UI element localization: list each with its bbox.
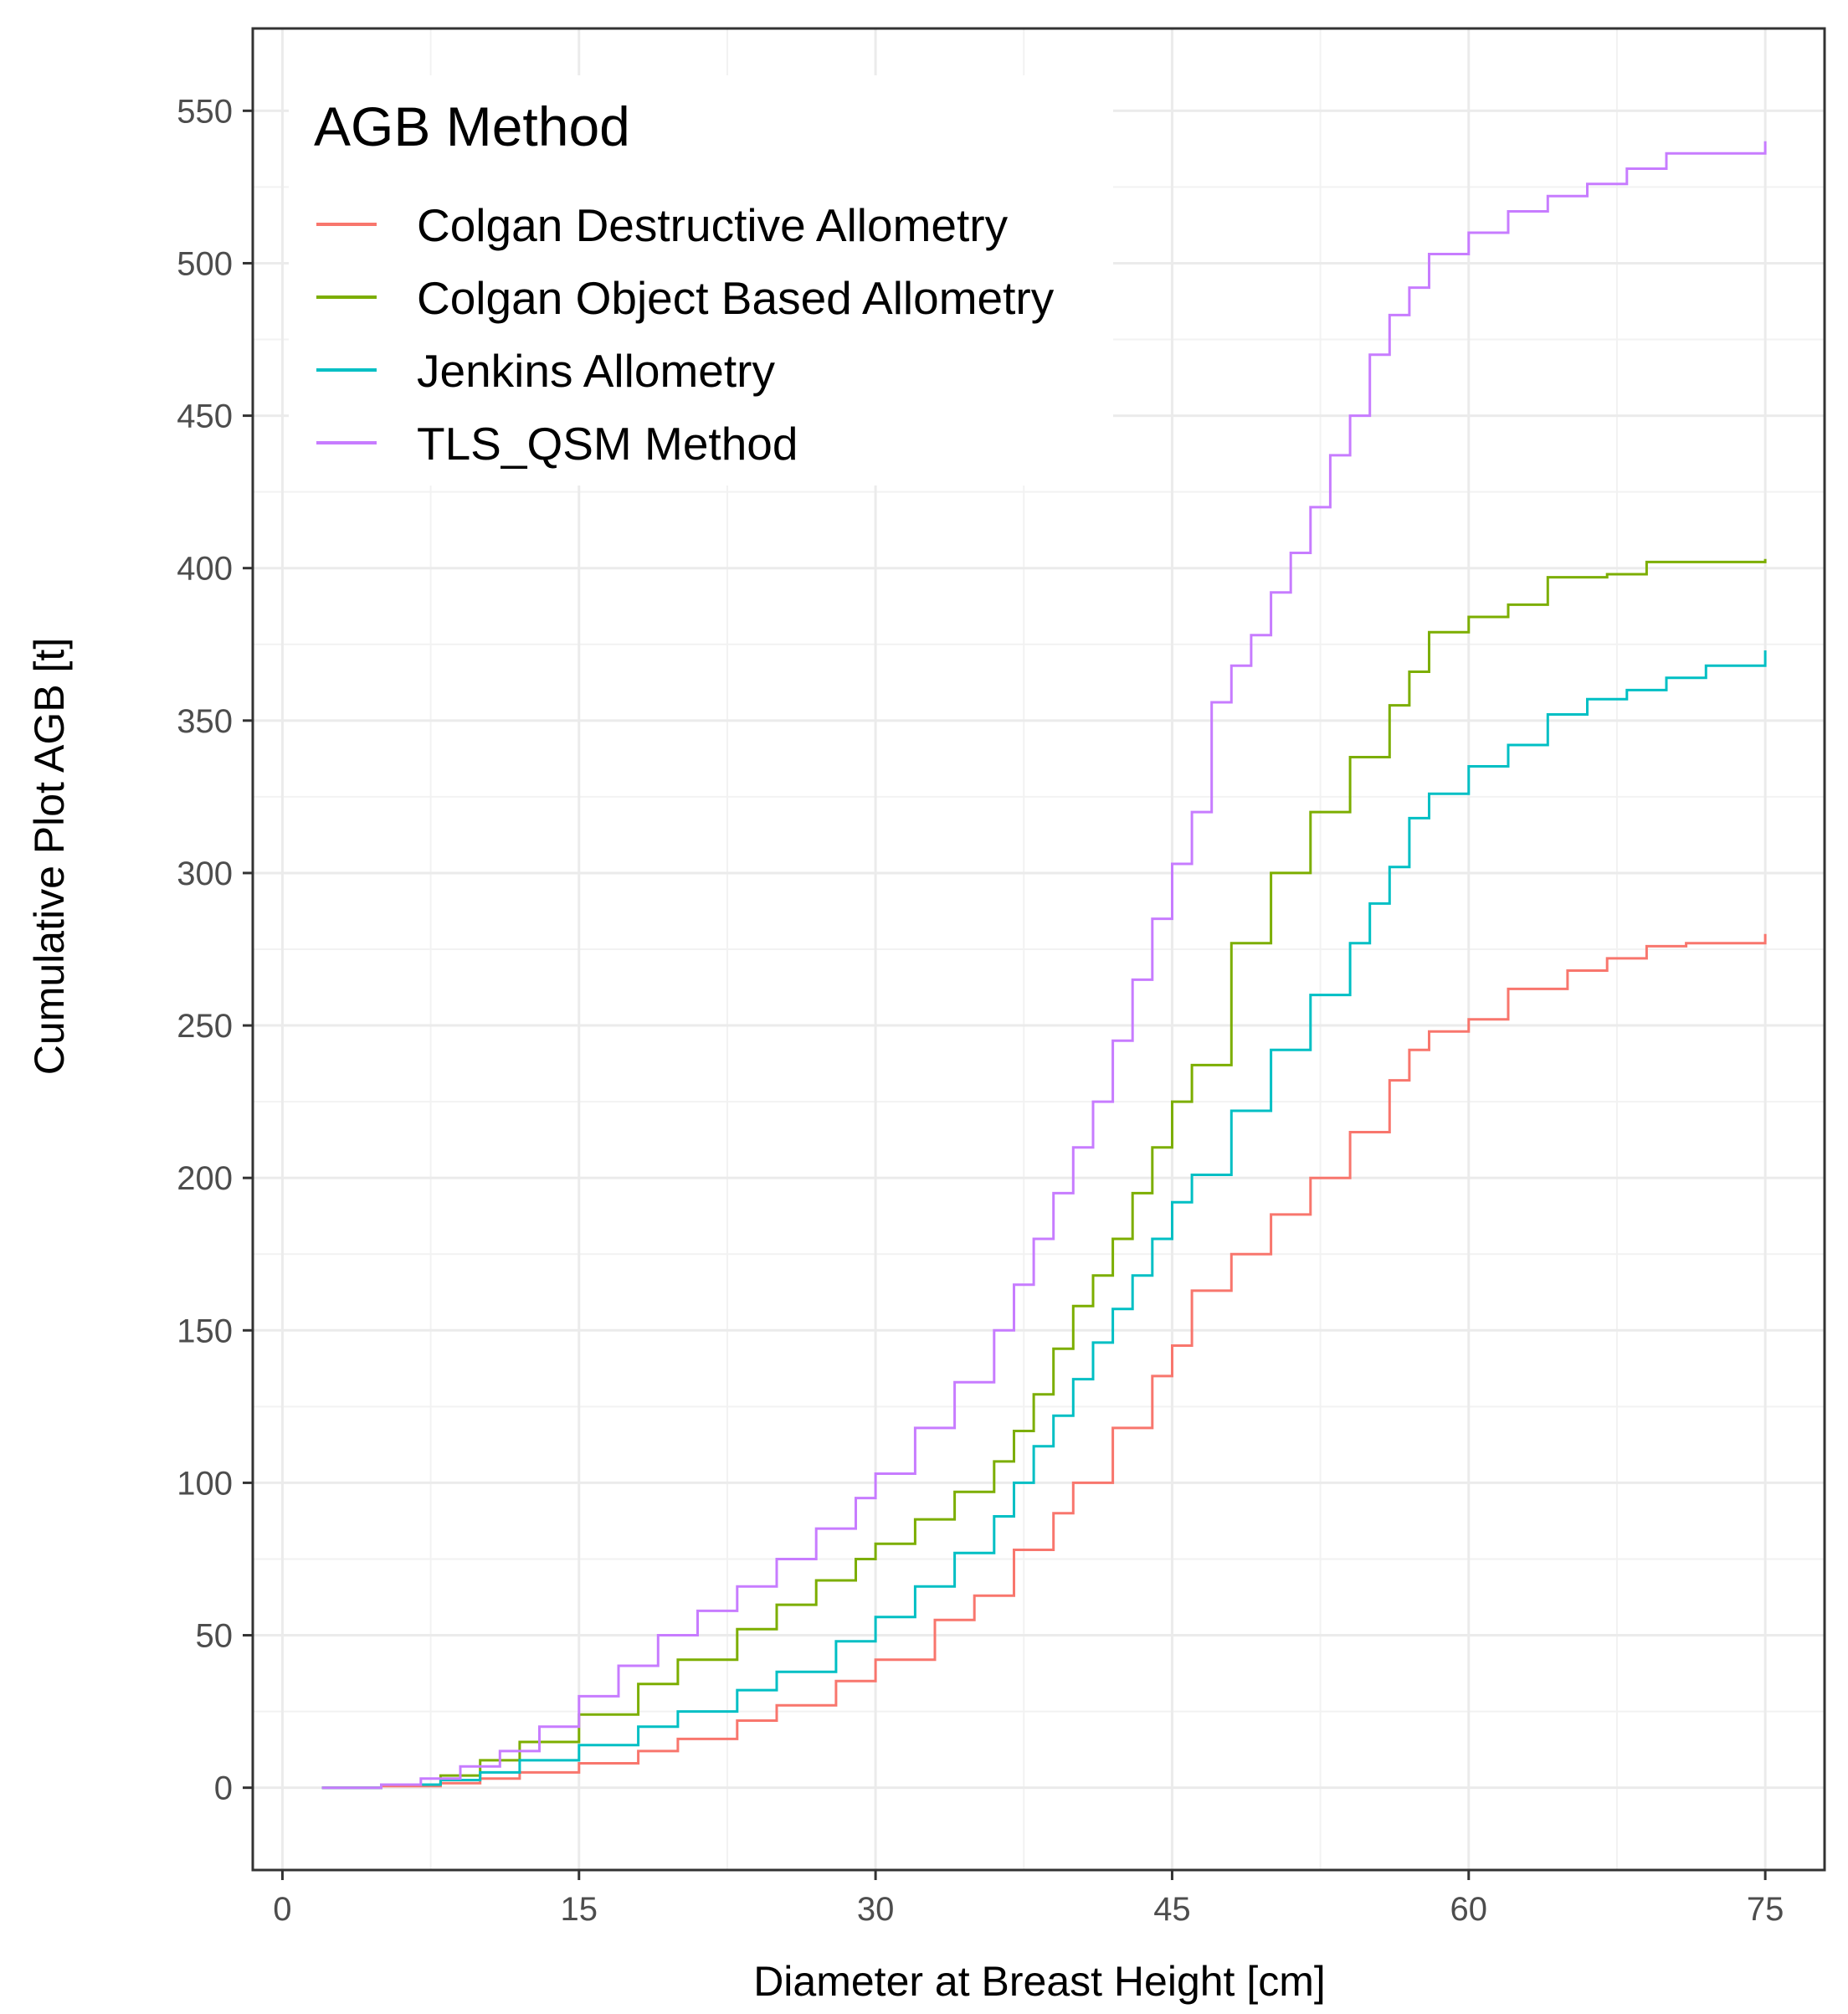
x-tick-label: 60: [1450, 1891, 1488, 1928]
y-tick-label: 450: [177, 398, 233, 435]
plot-panel-border: [251, 27, 1826, 1872]
x-tick-label: 30: [857, 1891, 895, 1928]
y-tick-label: 350: [177, 703, 233, 740]
series-line-2: [321, 558, 1767, 1790]
x-tick-label: 45: [1153, 1891, 1191, 1928]
x-tick-label: 75: [1747, 1891, 1784, 1928]
y-tick-label: 400: [177, 551, 233, 588]
x-tick-label: 0: [273, 1891, 291, 1928]
x-axis-title: Diameter at Breast Height [cm]: [753, 1958, 1326, 2005]
series-line-3: [321, 650, 1767, 1790]
legend: AGB Method Colgan Destructive AllometryC…: [289, 75, 1113, 486]
grid-lines: [253, 28, 1825, 1870]
y-tick-label: 300: [177, 855, 233, 892]
legend-label: TLS_QSM Method: [417, 418, 798, 470]
y-tick-label: 250: [177, 1008, 233, 1045]
y-tick-label: 50: [196, 1618, 234, 1655]
y-axis-title: Cumulative Plot AGB [t]: [26, 638, 73, 1075]
legend-entries: Colgan Destructive Allometry Colgan Objec…: [316, 199, 1055, 470]
y-tick-label: 0: [214, 1770, 233, 1807]
legend-label: Colgan Object Based Allometry: [417, 272, 1055, 324]
series-line-1: [321, 933, 1767, 1790]
legend-label: Jenkins Allometry: [417, 345, 775, 397]
legend-background: [289, 75, 1113, 486]
y-tick-label: 550: [177, 93, 233, 130]
series-lines: [321, 141, 1767, 1790]
legend-label: Colgan Destructive Allometry: [417, 199, 1009, 251]
y-tick-label: 500: [177, 245, 233, 282]
axis-ticks: 0 15 30 45 60 75 0 50 100 150 200 250 300 350 400 450 50…: [177, 93, 1784, 1928]
series-line-4: [321, 141, 1767, 1790]
y-tick-label: 200: [177, 1160, 233, 1197]
x-tick-label: 15: [561, 1891, 598, 1928]
legend-title: AGB Method: [314, 95, 630, 157]
y-tick-label: 150: [177, 1313, 233, 1349]
y-tick-label: 100: [177, 1465, 233, 1502]
